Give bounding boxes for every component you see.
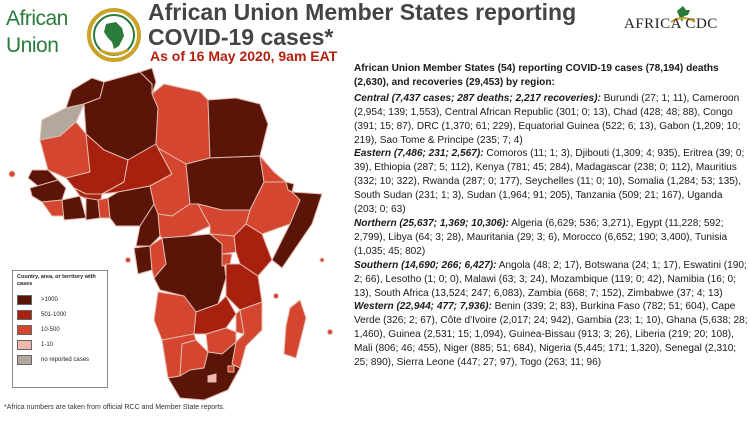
africa-map — [0, 64, 350, 404]
country-somalia — [271, 191, 323, 269]
country-lesotho — [207, 373, 217, 383]
au-logo-text-line1: African — [6, 7, 68, 30]
legend-item: >1000 — [17, 292, 103, 307]
legend-swatch — [17, 309, 32, 320]
region-countries: Comoros (11; 1; 3), Djibouti (1,309; 4; … — [354, 148, 745, 216]
country-uganda — [209, 233, 237, 255]
legend-label: 501-1000 — [41, 311, 67, 318]
region-central: Central (7,437 cases; 287 deaths; 2,217 … — [354, 92, 748, 148]
country-eswatini — [227, 365, 235, 373]
report-date: As of 16 May 2020, 9am EAT — [150, 48, 338, 64]
region-eastern: Eastern (7,486; 231; 2,567): Comoros (11… — [354, 147, 748, 217]
legend-swatch — [17, 324, 32, 335]
country-tunisia — [139, 67, 157, 95]
country-zambia — [193, 295, 237, 335]
country-cape-verde — [8, 170, 16, 178]
region-southern: Southern (14,690; 266; 6,427): Angola (4… — [354, 259, 748, 301]
africa-map-svg — [8, 67, 333, 401]
summary-intro: African Union Member States (54) reporti… — [354, 63, 719, 88]
country-cote-divoire — [61, 195, 87, 221]
legend-item: 1-10 — [17, 337, 103, 352]
african-union-logo: African Union — [4, 2, 144, 68]
legend-item: no reported cases — [17, 352, 103, 367]
legend-label: no reported cases — [41, 356, 90, 363]
country-eritrea — [259, 155, 287, 183]
regional-summary-panel: African Union Member States (54) reporti… — [354, 62, 748, 420]
legend-item: 501-1000 — [17, 307, 103, 322]
region-heading: Western (22,944; 477; 7,936): — [354, 301, 492, 313]
country-south-africa — [167, 341, 241, 401]
country-mauritius — [327, 329, 333, 335]
legend-swatch — [17, 294, 32, 305]
legend-swatch — [17, 354, 32, 365]
legend-swatch — [17, 339, 32, 350]
country-seychelles — [319, 257, 325, 263]
region-heading: Central (7,437 cases; 287 deaths; 2,217 … — [354, 92, 601, 104]
country-madagascar — [283, 299, 307, 359]
country-egypt — [207, 97, 269, 159]
region-northern: Northern (25,637; 1,369; 10,306): Algeri… — [354, 217, 748, 259]
page-title: African Union Member States reporting CO… — [148, 0, 577, 50]
country-comoros — [273, 293, 279, 299]
legend-label: >1000 — [41, 296, 58, 303]
cdc-logo-text: AFRICA CDC — [624, 16, 718, 32]
legend-label: 10-500 — [41, 326, 60, 333]
cdc-emblem-icon — [670, 6, 696, 23]
country-sudan — [185, 155, 265, 211]
africa-cdc-logo: AFRICA CDC — [612, 4, 742, 56]
region-heading: Eastern (7,486; 231; 2,567): — [354, 148, 484, 160]
region-countries: Benin (339; 2; 83), Burkina Faso (782; 5… — [354, 301, 748, 369]
region-countries: Burundi (27; 1; 11), Cameroon (2,954; 13… — [354, 92, 741, 146]
legend-title: Country, area, or territory with cases — [17, 274, 96, 287]
region-western: Western (22,944; 477; 7,936): Benin (339… — [354, 300, 748, 370]
country-kenya — [233, 223, 273, 277]
region-countries: Angola (48; 2; 17), Botswana (24; 1; 17)… — [354, 259, 747, 299]
country-liberia — [41, 199, 65, 217]
region-heading: Northern (25,637; 1,369; 10,306): — [354, 217, 509, 229]
country-sao-tome — [125, 257, 131, 263]
footnote: *Africa numbers are taken from official … — [4, 404, 225, 411]
legend-label: 1-10 — [41, 341, 54, 348]
region-heading: Southern (14,690; 266; 6,427): — [354, 259, 497, 271]
region-countries: Algeria (6,629; 536; 3,271), Egypt (11,2… — [354, 217, 728, 257]
map-legend: Country, area, or territory with cases >… — [12, 270, 108, 388]
country-gabon — [133, 245, 153, 275]
au-emblem-icon — [87, 8, 141, 62]
au-logo-text-line2: Union — [6, 34, 59, 57]
legend-item: 10-500 — [17, 322, 103, 337]
